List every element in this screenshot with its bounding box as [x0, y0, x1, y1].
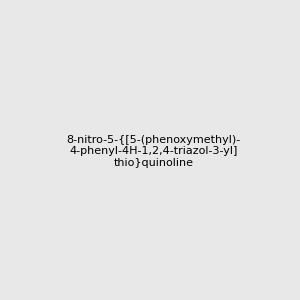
Text: 8-nitro-5-{[5-(phenoxymethyl)-
4-phenyl-4H-1,2,4-triazol-3-yl]
thio}quinoline: 8-nitro-5-{[5-(phenoxymethyl)- 4-phenyl-…	[67, 135, 241, 168]
